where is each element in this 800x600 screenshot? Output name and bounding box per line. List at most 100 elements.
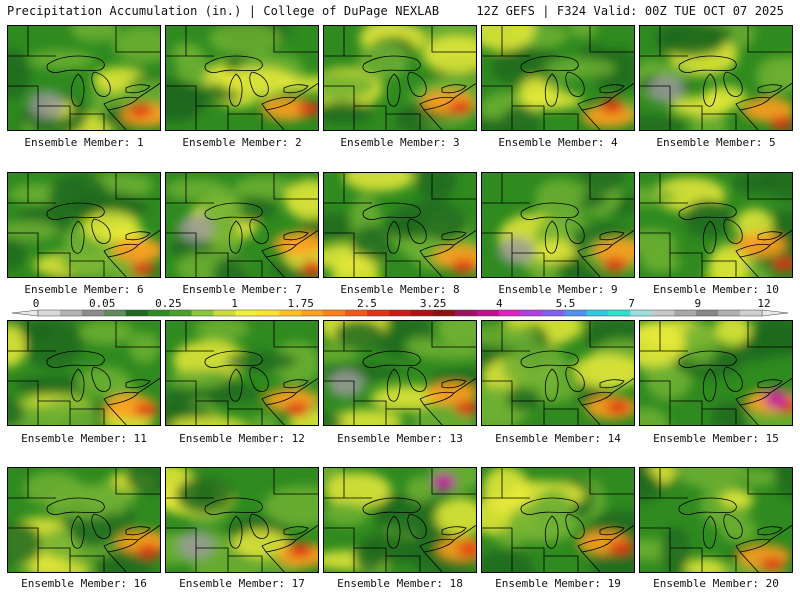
- precip-field: [8, 173, 160, 277]
- precip-field: [640, 26, 792, 130]
- ensemble-member-label: Ensemble Member: 5: [656, 136, 776, 149]
- colorbar-swatch: [169, 310, 192, 316]
- precip-field: [324, 468, 476, 572]
- ensemble-member-map: [481, 172, 635, 278]
- ensemble-member-map: [639, 25, 793, 131]
- colorbar-swatch: [191, 310, 214, 316]
- colorbar-tick-label: 2.5: [357, 297, 377, 310]
- ensemble-member-label: Ensemble Member: 15: [653, 432, 779, 445]
- colorbar-swatch: [432, 310, 456, 316]
- precip-field: [166, 26, 318, 130]
- ensemble-member-map: [481, 25, 635, 131]
- ensemble-member-label: Ensemble Member: 7: [182, 283, 302, 296]
- precip-field: [8, 468, 160, 572]
- colorbar-swatch: [323, 310, 346, 316]
- ensemble-member-label: Ensemble Member: 16: [21, 577, 147, 590]
- colorbar-swatch: [674, 310, 697, 316]
- colorbar-swatch: [301, 310, 324, 316]
- ensemble-member-label: Ensemble Member: 3: [340, 136, 460, 149]
- precip-field: [640, 468, 792, 572]
- colorbar-swatch: [103, 310, 127, 316]
- colorbar-swatch: [38, 310, 61, 316]
- ensemble-member-label: Ensemble Member: 9: [498, 283, 618, 296]
- ensemble-member-map: [7, 320, 161, 426]
- colorbar-swatch: [235, 310, 258, 316]
- ensemble-member-label: Ensemble Member: 20: [653, 577, 779, 590]
- colorbar-swatch: [257, 310, 280, 316]
- precip-field: [166, 468, 318, 572]
- precip-field: [482, 321, 634, 425]
- colorbar-swatch: [542, 310, 565, 316]
- ensemble-member-map: [323, 172, 477, 278]
- ensemble-member-map: [165, 25, 319, 131]
- colorbar-tick-label: 4: [496, 297, 503, 310]
- ensemble-member-label: Ensemble Member: 11: [21, 432, 147, 445]
- colorbar-swatch: [652, 310, 675, 316]
- colorbar-swatch: [718, 310, 741, 316]
- precip-field: [482, 26, 634, 130]
- colorbar-swatch: [586, 310, 609, 316]
- colorbar-tick-label: 7: [628, 297, 635, 310]
- ensemble-member-map: [323, 25, 477, 131]
- colorbar-swatch: [59, 310, 83, 316]
- colorbar-swatch: [498, 310, 521, 316]
- colorbar-swatch: [476, 310, 500, 316]
- ensemble-member-map: [639, 467, 793, 573]
- colorbar-tick-label: 3.25: [420, 297, 447, 310]
- ensemble-member-map: [481, 467, 635, 573]
- precip-field: [482, 468, 634, 572]
- colorbar-swatch: [630, 310, 653, 316]
- colorbar-left-arrow: [11, 309, 39, 317]
- model-run-info: 12Z GEFS | F324 Valid: 00Z TUE OCT 07 20…: [476, 4, 784, 18]
- ensemble-member-map: [165, 467, 319, 573]
- colorbar-swatch: [389, 310, 412, 316]
- precip-colorbar: 0 0.05 0.25 1 1.75 2.5 3.25 4 5.5 7 9 12: [11, 297, 789, 317]
- colorbar-swatch: [81, 310, 105, 316]
- ensemble-member-map: [323, 467, 477, 573]
- ensemble-member-label: Ensemble Member: 14: [495, 432, 621, 445]
- ensemble-member-label: Ensemble Member: 18: [337, 577, 463, 590]
- colorbar-swatch: [147, 310, 170, 316]
- precip-field: [8, 26, 160, 130]
- ensemble-member-label: Ensemble Member: 8: [340, 283, 460, 296]
- colorbar-tick-label: 0.25: [155, 297, 182, 310]
- ensemble-member-label: Ensemble Member: 19: [495, 577, 621, 590]
- colorbar-tick-label: 1: [231, 297, 238, 310]
- colorbar-swatch: [213, 310, 236, 316]
- ensemble-member-label: Ensemble Member: 17: [179, 577, 305, 590]
- colorbar-tick-label: 5.5: [556, 297, 576, 310]
- map-title: Precipitation Accumulation (in.) | Colle…: [7, 4, 440, 18]
- ensemble-member-label: Ensemble Member: 1: [24, 136, 144, 149]
- precip-field: [166, 321, 318, 425]
- ensemble-member-map: [7, 25, 161, 131]
- colorbar-swatch: [696, 310, 719, 316]
- colorbar-tick-label: 9: [694, 297, 701, 310]
- colorbar-swatch: [564, 310, 587, 316]
- ensemble-member-map: [165, 320, 319, 426]
- colorbar-swatch: [279, 310, 302, 316]
- colorbar-swatch: [454, 310, 478, 316]
- ensemble-member-label: Ensemble Member: 4: [498, 136, 618, 149]
- precip-field: [482, 173, 634, 277]
- colorbar-tick-label: 1.75: [287, 297, 314, 310]
- precip-field: [166, 173, 318, 277]
- precip-field: [324, 173, 476, 277]
- ensemble-member-map: [481, 320, 635, 426]
- colorbar-swatch: [345, 310, 368, 316]
- colorbar-swatch: [410, 310, 434, 316]
- ensemble-member-map: [639, 320, 793, 426]
- ensemble-member-label: Ensemble Member: 2: [182, 136, 302, 149]
- ensemble-member-label: Ensemble Member: 12: [179, 432, 305, 445]
- precip-field: [640, 173, 792, 277]
- ensemble-member-map: [639, 172, 793, 278]
- colorbar-swatch: [125, 310, 148, 316]
- precip-field: [8, 321, 160, 425]
- colorbar-swatch: [520, 310, 543, 316]
- precip-field: [324, 321, 476, 425]
- colorbar-tick-label: 0.05: [89, 297, 116, 310]
- colorbar-swatch: [367, 310, 390, 316]
- colorbar-tick-label: 0: [33, 297, 40, 310]
- precip-field: [640, 321, 792, 425]
- ensemble-member-map: [7, 467, 161, 573]
- colorbar-swatch: [608, 310, 631, 316]
